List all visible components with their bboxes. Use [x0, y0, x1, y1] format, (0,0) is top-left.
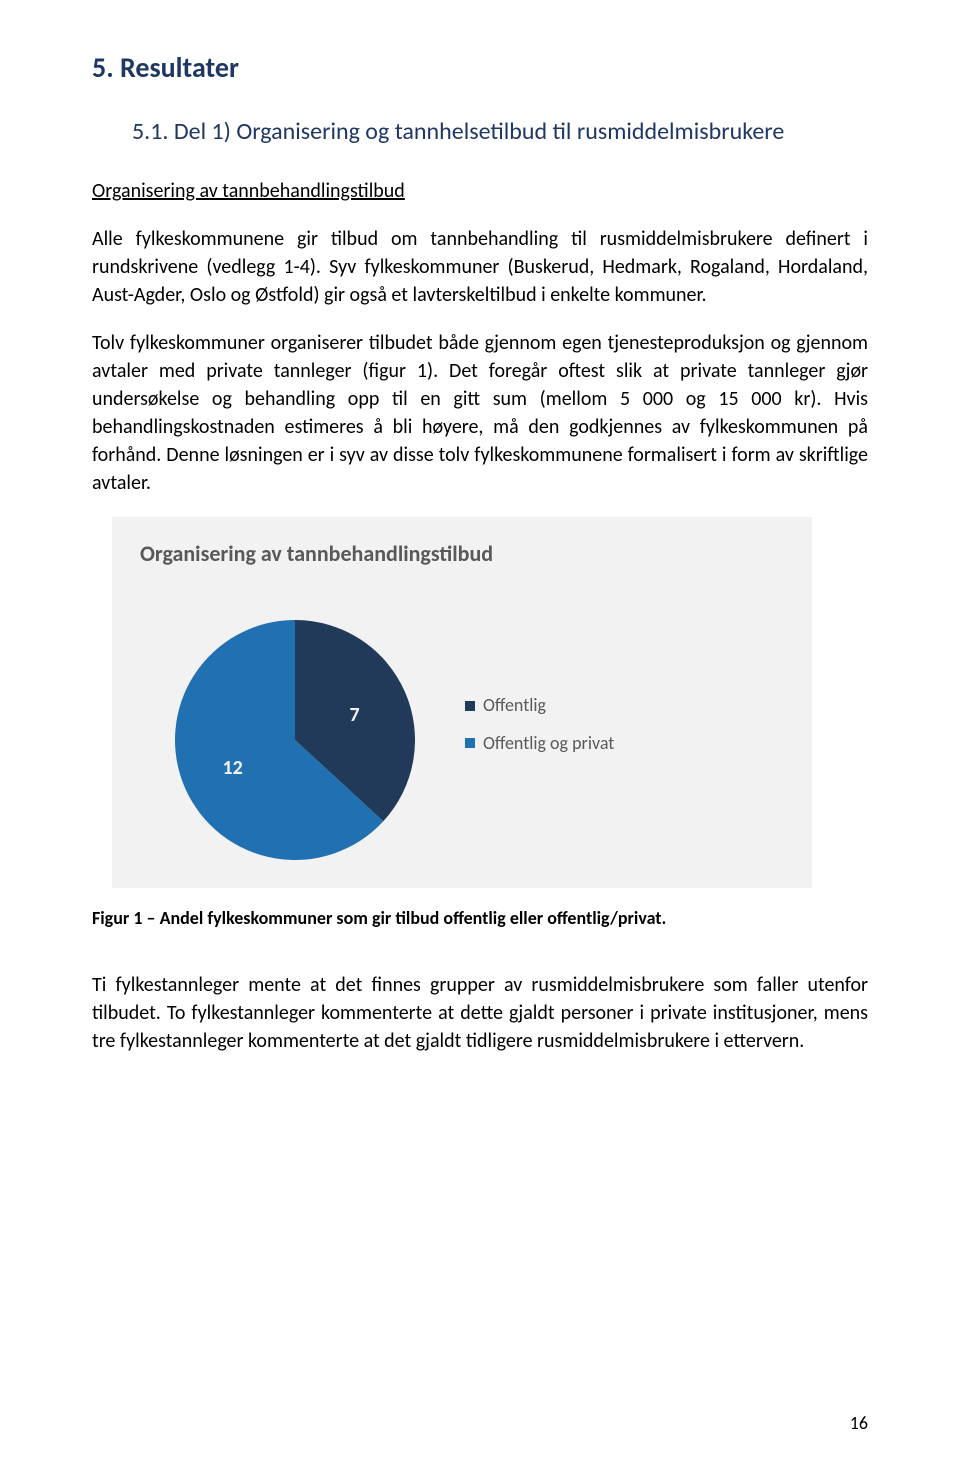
body-paragraph: Alle fylkeskommunene gir tilbud om tannb…	[92, 225, 868, 309]
subheading: Organisering av tannbehandlingstilbud	[92, 177, 868, 205]
legend-swatch	[465, 701, 475, 711]
pie-slice-value: 12	[223, 754, 243, 782]
pie-chart: 7 12	[175, 620, 415, 860]
legend-swatch	[465, 738, 475, 748]
heading-1: 5. Resultater	[92, 48, 868, 87]
chart-body: 7 12 Offentlig Offentlig og privat	[140, 620, 784, 860]
legend-label: Offentlig	[483, 693, 546, 718]
body-paragraph: Tolv fylkeskommuner organiserer tilbudet…	[92, 329, 868, 497]
legend-item: Offentlig og privat	[465, 731, 614, 756]
body-paragraph: Ti fylkestannleger mente at det finnes g…	[92, 971, 868, 1055]
pie-slice-value: 7	[349, 701, 359, 729]
chart-legend: Offentlig Offentlig og privat	[465, 693, 614, 755]
heading-2: 5.1. Del 1) Organisering og tannhelsetil…	[132, 115, 868, 149]
chart-title: Organisering av tannbehandlingstilbud	[140, 539, 784, 570]
legend-item: Offentlig	[465, 693, 614, 718]
page-number: 16	[850, 1411, 868, 1436]
pie-chart-panel: Organisering av tannbehandlingstilbud 7 …	[112, 517, 812, 888]
page: 5. Resultater 5.1. Del 1) Organisering o…	[0, 0, 960, 1466]
figure-caption: Figur 1 – Andel fylkeskommuner som gir t…	[92, 906, 868, 931]
legend-label: Offentlig og privat	[483, 731, 614, 756]
